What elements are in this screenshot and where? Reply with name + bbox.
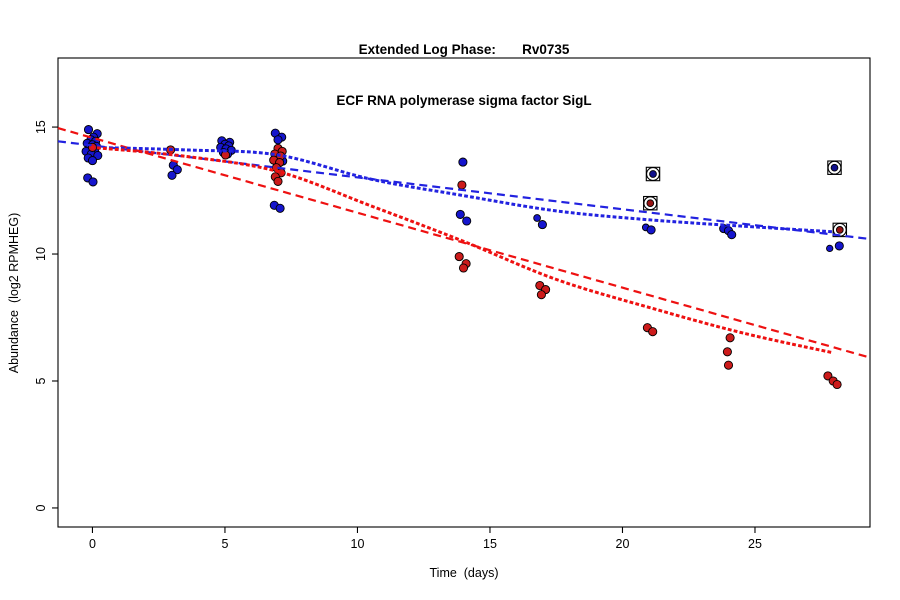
data-point (537, 220, 547, 230)
data-point (273, 176, 283, 186)
x-axis-label: Time (days) (429, 566, 499, 580)
data-point (533, 214, 541, 222)
x-axis-tick-label: 5 (221, 537, 228, 551)
condition-2-smooth-fit-line (90, 145, 837, 355)
data-point (722, 347, 732, 357)
data-point (83, 125, 94, 135)
data-point (457, 180, 467, 190)
data-point (454, 252, 464, 262)
y-axis-tick-label: 10 (34, 247, 48, 261)
data-point (172, 165, 182, 175)
x-axis-tick-label: 15 (483, 537, 497, 551)
data-point (725, 333, 735, 343)
data-point (275, 203, 285, 213)
y-axis-tick-label: 0 (34, 504, 48, 511)
data-point (826, 244, 834, 253)
y-axis-label: Abundance (log2 RPMHEG) (7, 212, 21, 374)
flagged-data-point (835, 226, 844, 234)
chart-title-block: Extended Log Phase: Rv0735 ECF RNA polym… (58, 7, 870, 143)
data-point (648, 327, 658, 337)
data-point (167, 170, 177, 180)
flag-circle-marker (827, 160, 842, 175)
x-axis-tick-label: 0 (89, 537, 96, 551)
flag-circle-marker (646, 167, 660, 181)
flagged-data-point (830, 163, 839, 172)
y-axis-tick-label: 15 (34, 120, 48, 134)
flagged-data-point (646, 199, 655, 208)
data-point (832, 379, 842, 390)
data-point (87, 156, 98, 166)
chart-subtitle: ECF RNA polymerase sigma factor SigL (336, 93, 592, 108)
plot-frame (57, 57, 871, 528)
condition-1-smooth-fit-line (90, 145, 837, 234)
y-axis-tick-label: 5 (34, 377, 48, 384)
data-point (273, 135, 283, 145)
data-point (834, 241, 844, 251)
data-point (723, 360, 734, 370)
x-axis-tick-label: 25 (748, 537, 762, 551)
data-point (458, 263, 469, 273)
data-point (458, 157, 468, 167)
data-point (536, 290, 546, 300)
x-axis-tick-label: 10 (351, 537, 365, 551)
data-point (88, 177, 98, 187)
data-point (646, 225, 656, 235)
x-axis-tick-label: 20 (616, 537, 630, 551)
data-point (455, 209, 465, 219)
data-point (727, 230, 737, 240)
data-point (462, 216, 472, 226)
chart-title: Extended Log Phase: Rv0735 (358, 42, 570, 57)
flagged-data-point (649, 170, 657, 178)
flag-circle-marker (643, 196, 658, 211)
